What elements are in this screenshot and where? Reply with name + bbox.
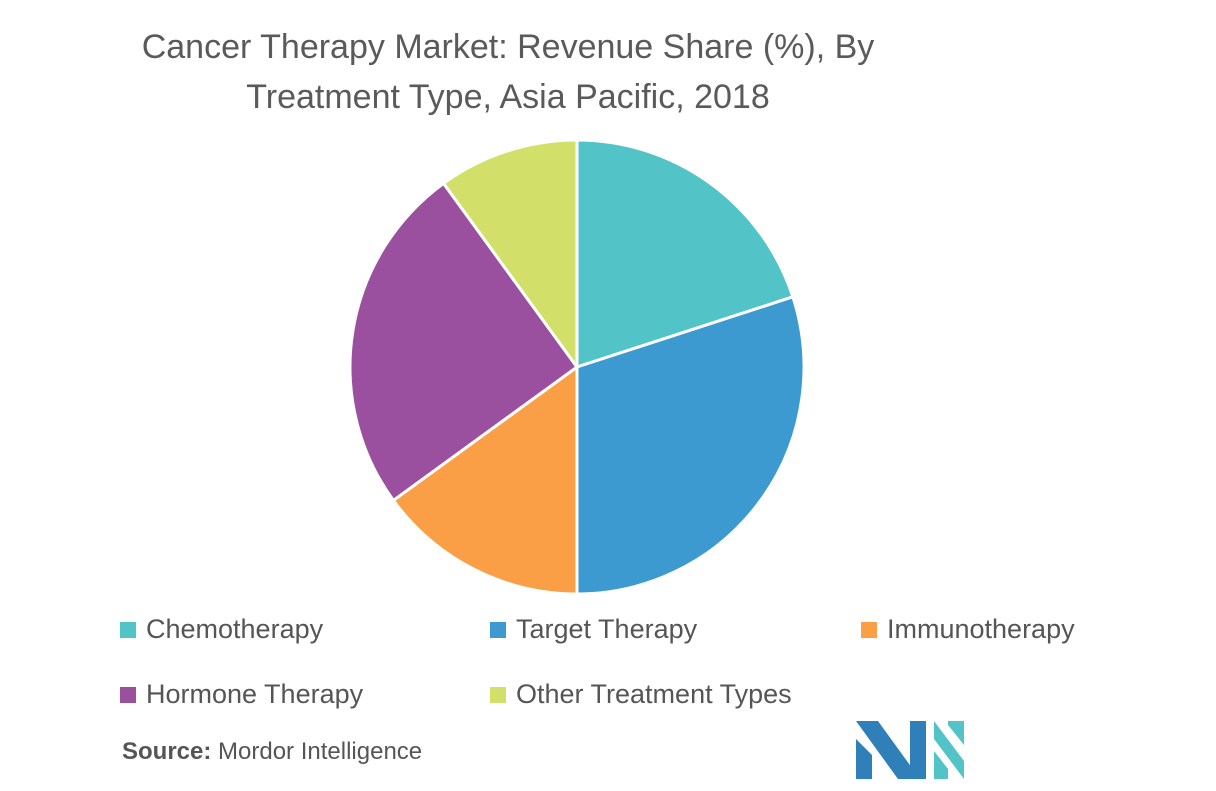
logo-right-diagonal (934, 721, 964, 779)
pie-slice-target-therapy (575, 295, 806, 596)
logo-middle-bar (910, 721, 926, 779)
source-text: Mordor Intelligence (218, 738, 423, 765)
logo-right-base (934, 751, 948, 779)
source-note: Source: Mordor Intelligence (122, 738, 422, 766)
chart-title: Cancer Therapy Market: Revenue Share (%)… (108, 22, 908, 122)
source-label: Source: (122, 738, 212, 765)
mordor-intelligence-logo (856, 721, 964, 779)
logo-left-diagonal (856, 721, 920, 779)
pie-slice-other-treatment-types (442, 138, 579, 369)
pie-slice-chemotherapy (575, 138, 795, 369)
pie-slice-immunotherapy (391, 365, 579, 596)
logo-right-bar (948, 721, 964, 745)
pie-slice-hormone-therapy (348, 181, 579, 502)
chart-title-line-2: Treatment Type, Asia Pacific, 2018 (246, 78, 770, 116)
logo-left-bar (856, 739, 872, 779)
chart-title-line-1: Cancer Therapy Market: Revenue Share (%)… (141, 28, 875, 66)
